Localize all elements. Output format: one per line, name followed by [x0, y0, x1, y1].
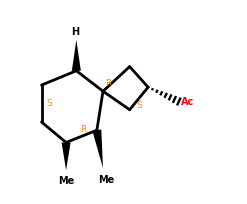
Text: H: H: [71, 27, 79, 37]
Polygon shape: [72, 41, 81, 71]
Text: Me: Me: [58, 176, 74, 185]
Text: S: S: [136, 101, 142, 110]
Text: Me: Me: [98, 175, 114, 184]
Polygon shape: [92, 130, 103, 168]
Text: R: R: [105, 78, 111, 87]
Text: R: R: [81, 124, 87, 133]
Polygon shape: [62, 143, 71, 170]
Text: S: S: [47, 99, 53, 108]
Text: Ac: Ac: [182, 97, 195, 107]
